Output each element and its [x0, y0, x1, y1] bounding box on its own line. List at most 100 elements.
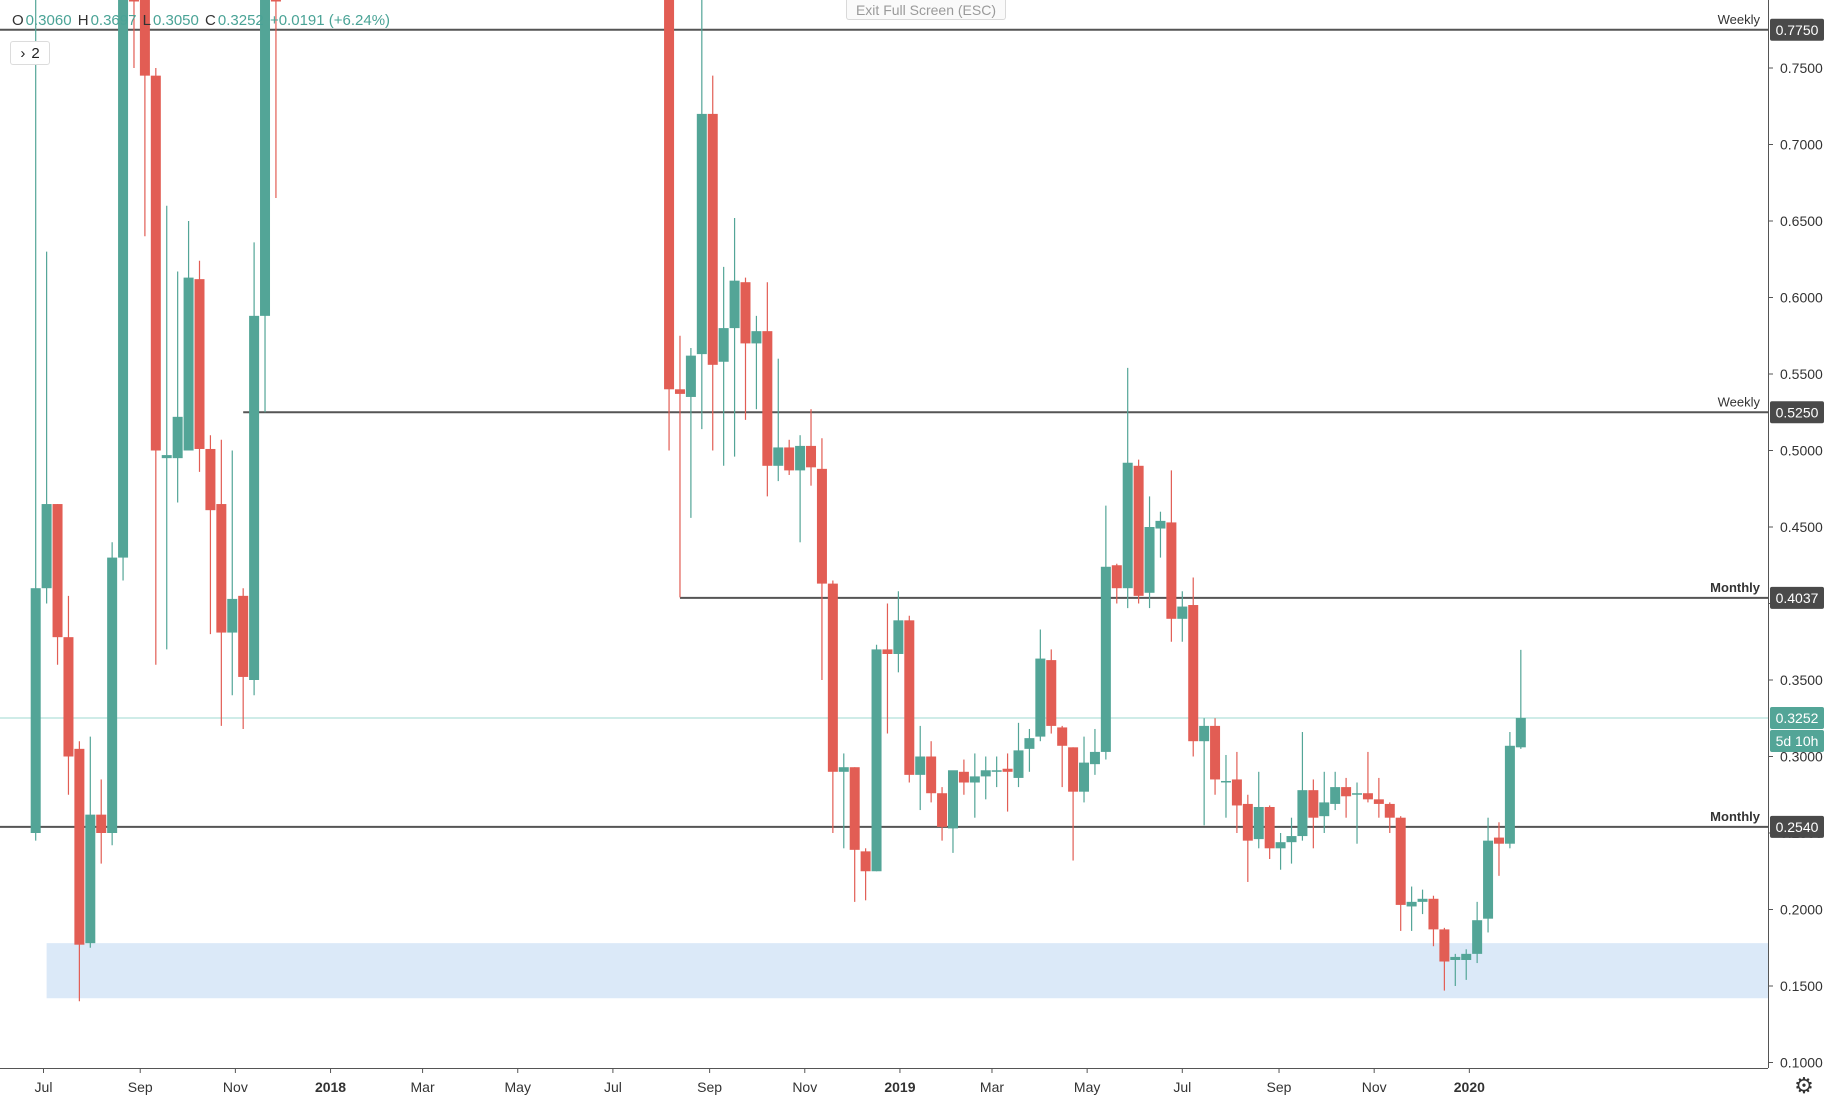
candle-body: [260, 0, 271, 316]
candle-body: [63, 637, 74, 757]
exit-fullscreen-button[interactable]: Exit Full Screen (ESC): [846, 0, 1006, 20]
candle-body: [1024, 738, 1035, 749]
candle-body: [172, 416, 183, 459]
x-tick-label: Mar: [980, 1079, 1004, 1095]
candle-body: [96, 814, 107, 833]
price-axis-background: [1768, 0, 1842, 1100]
candle-body: [1319, 802, 1330, 817]
ohlc-legend: O 0.3060 H 0.3697 L 0.3050 C 0.3252 +0.0191 …: [12, 12, 392, 29]
candle-body: [1166, 522, 1177, 619]
y-tick-label: 0.2000: [1780, 902, 1823, 918]
candle-body: [1079, 762, 1090, 792]
candle-body: [871, 649, 882, 872]
countdown-tag: [1770, 729, 1824, 752]
candle-body: [1504, 745, 1515, 844]
x-tick-label: Nov: [223, 1079, 248, 1095]
high-key: H: [77, 12, 89, 29]
current-price-tag: [1770, 706, 1824, 729]
y-tick-label: 0.3000: [1780, 749, 1823, 765]
indicator-count: 2: [31, 44, 40, 62]
candle-body: [194, 279, 205, 449]
low-value: 0.3050: [152, 12, 199, 29]
y-tick-label: 0.4500: [1780, 519, 1823, 535]
candle-body: [1210, 725, 1221, 780]
candle-body: [85, 814, 96, 944]
candle-body: [1472, 920, 1483, 954]
candle-body: [1373, 799, 1384, 804]
candle-body: [1428, 898, 1439, 930]
candle-body: [1046, 660, 1057, 726]
x-tick-label: 2019: [884, 1079, 915, 1095]
candle-body: [118, 0, 129, 558]
candle-body: [915, 756, 926, 775]
open-value: 0.3060: [25, 12, 72, 29]
candle-body: [150, 75, 161, 451]
open-key: O: [12, 12, 24, 29]
candle-body: [707, 113, 718, 365]
candle-body: [751, 331, 762, 344]
candle-body: [696, 113, 707, 355]
candle-body: [52, 504, 63, 638]
x-tick-label: Sep: [128, 1079, 153, 1095]
y-tick-label: 0.5000: [1780, 443, 1823, 459]
candle-body: [270, 0, 281, 2]
level-price-tag: [1770, 586, 1824, 609]
demand-zone: [46, 943, 1769, 999]
indicator-toggle-button[interactable]: › 2: [10, 41, 50, 65]
candle-body: [227, 598, 238, 633]
level-label: Monthly: [1710, 809, 1761, 824]
level-price-tag: [1770, 815, 1824, 838]
candle-body: [980, 770, 991, 777]
y-tick-label: 0.6000: [1780, 290, 1823, 306]
candle-body: [926, 756, 937, 794]
candle-body: [762, 331, 773, 466]
candle-body: [1057, 727, 1068, 746]
candle-body: [74, 748, 85, 945]
candle-body: [107, 557, 118, 833]
x-tick-label: Sep: [1267, 1079, 1292, 1095]
candle-body: [139, 0, 150, 76]
candle-body: [1199, 725, 1210, 742]
x-tick-label: Nov: [792, 1079, 817, 1095]
candle-body: [161, 455, 172, 459]
x-tick-label: Jul: [1173, 1079, 1191, 1095]
candle-body: [1264, 806, 1275, 849]
gear-icon[interactable]: ⚙: [1794, 1073, 1814, 1098]
level-price-tag-label: 0.7750: [1776, 22, 1819, 38]
x-tick-label: 2020: [1454, 1079, 1485, 1095]
candle-body: [1297, 790, 1308, 837]
level-price-tag: [1770, 401, 1824, 424]
level-label: Weekly: [1718, 394, 1761, 409]
candle-body: [1493, 837, 1504, 844]
candle-body: [1483, 840, 1494, 919]
candle-body: [1439, 929, 1450, 962]
x-tick-label: May: [505, 1079, 531, 1095]
candle-body: [849, 767, 860, 850]
chevron-right-icon: ›: [20, 44, 26, 62]
candle-body: [904, 620, 915, 775]
level-price-tag: [1770, 18, 1824, 41]
y-tick-label: 0.7500: [1780, 60, 1823, 76]
candle-body: [784, 447, 795, 471]
candle-body: [1144, 527, 1155, 593]
candle-body: [1395, 817, 1406, 905]
candle-body: [947, 770, 958, 829]
y-tick-label: 0.6500: [1780, 213, 1823, 229]
x-tick-label: May: [1074, 1079, 1100, 1095]
candle-body: [1002, 768, 1013, 772]
candle-body: [183, 277, 194, 451]
candle-body: [1188, 605, 1199, 742]
candle-body: [30, 588, 41, 833]
candle-body: [1384, 803, 1395, 818]
candle-body: [1330, 787, 1341, 804]
level-price-tag-label: 0.4037: [1776, 590, 1819, 606]
candle-body: [882, 649, 893, 654]
candle-body: [816, 468, 827, 584]
level-price-tag-label: 0.5250: [1776, 404, 1819, 420]
candle-body: [685, 355, 696, 397]
change-value: +0.0191 (+6.24%): [269, 12, 391, 29]
candle-body: [1089, 751, 1100, 765]
